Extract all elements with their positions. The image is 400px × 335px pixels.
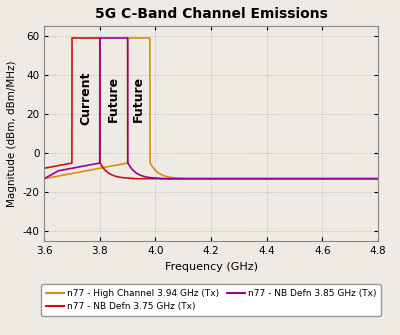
n77 - NB Defn 3.75 GHz (Tx) [70,36,74,40]
Text: Future: Future [132,75,145,122]
Legend: n77 - High Channel 3.94 GHz (Tx), n77 - NB Defn 3.75 GHz (Tx), n77 - NB Defn 3.8: n77 - High Channel 3.94 GHz (Tx), n77 - … [41,284,381,316]
Line: n77 - High Channel 3.94 GHz (Tx): n77 - High Channel 3.94 GHz (Tx) [44,38,378,179]
Text: Current: Current [80,72,92,125]
n77 - NB Defn 3.85 GHz (Tx) [303,177,308,181]
n77 - NB Defn 3.75 GHz (Tx) [289,177,294,181]
Title: 5G C-Band Channel Emissions: 5G C-Band Channel Emissions [95,7,328,21]
n77 - NB Defn 3.85 GHz (Tx) [376,177,380,181]
n77 - NB Defn 3.75 GHz (Tx) [30,170,35,174]
n77 - NB Defn 3.85 GHz (Tx) [53,171,58,175]
n77 - High Channel 3.94 GHz (Tx) [204,177,209,181]
n77 - NB Defn 3.85 GHz (Tx) [98,36,102,40]
X-axis label: Frequency (GHz): Frequency (GHz) [164,262,258,272]
n77 - High Channel 3.94 GHz (Tx) [125,36,130,40]
n77 - NB Defn 3.75 GHz (Tx) [294,177,299,181]
n77 - NB Defn 3.75 GHz (Tx) [376,177,380,181]
n77 - NB Defn 3.85 GHz (Tx) [53,170,58,174]
n77 - NB Defn 3.85 GHz (Tx) [42,177,47,181]
n77 - NB Defn 3.85 GHz (Tx) [299,177,304,181]
n77 - High Channel 3.94 GHz (Tx) [42,177,47,181]
n77 - High Channel 3.94 GHz (Tx) [376,177,380,181]
n77 - NB Defn 3.75 GHz (Tx) [42,177,47,181]
Line: n77 - NB Defn 3.85 GHz (Tx): n77 - NB Defn 3.85 GHz (Tx) [44,38,378,179]
Line: n77 - NB Defn 3.75 GHz (Tx): n77 - NB Defn 3.75 GHz (Tx) [30,38,378,179]
Text: Future: Future [107,75,120,122]
n77 - NB Defn 3.75 GHz (Tx) [145,177,150,181]
n77 - High Channel 3.94 GHz (Tx) [307,177,312,181]
n77 - NB Defn 3.85 GHz (Tx) [171,177,176,181]
Y-axis label: Magnitude (dBm, dBm/MHz): Magnitude (dBm, dBm/MHz) [7,61,17,207]
n77 - NB Defn 3.85 GHz (Tx) [184,177,189,181]
n77 - High Channel 3.94 GHz (Tx) [74,171,79,175]
n77 - High Channel 3.94 GHz (Tx) [311,177,316,181]
n77 - High Channel 3.94 GHz (Tx) [76,170,80,174]
n77 - NB Defn 3.75 GHz (Tx) [160,177,164,181]
n77 - High Channel 3.94 GHz (Tx) [192,177,197,181]
n77 - NB Defn 3.75 GHz (Tx) [31,171,36,175]
